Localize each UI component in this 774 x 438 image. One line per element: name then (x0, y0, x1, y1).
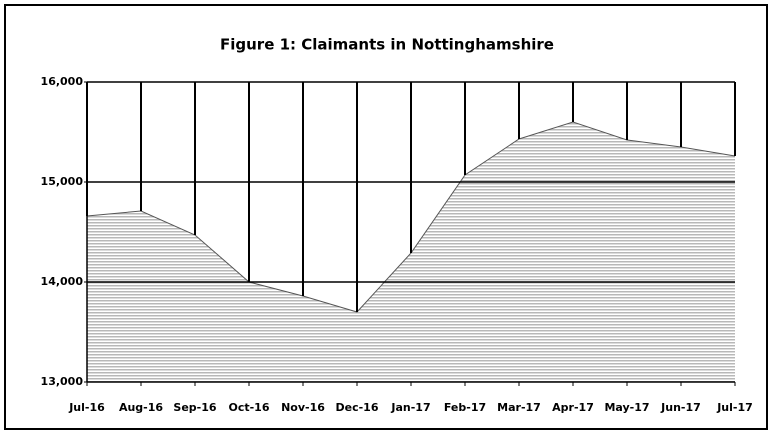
y-tick-label: 14,000 (41, 275, 84, 288)
x-tick-label: Feb-17 (444, 401, 486, 414)
x-tick-label: Apr-17 (552, 401, 594, 414)
x-tick-label: May-17 (604, 401, 649, 414)
x-tick-label: Jul-16 (68, 401, 105, 414)
x-tick-label: Jan-17 (390, 401, 430, 414)
area-fill (87, 122, 735, 382)
x-tick-label: Nov-16 (281, 401, 325, 414)
chart-title: Figure 1: Claimants in Nottinghamshire (220, 36, 554, 54)
x-tick-label: Sep-16 (173, 401, 216, 414)
x-tick-label: Oct-16 (228, 401, 269, 414)
x-tick-label: Jun-17 (660, 401, 701, 414)
x-tick-label: Dec-16 (336, 401, 379, 414)
y-tick-label: 13,000 (41, 375, 84, 388)
frame (4, 4, 768, 430)
x-tick-label: Jul-17 (716, 401, 753, 414)
y-tick-label: 15,000 (41, 175, 84, 188)
x-tick-label: Aug-16 (119, 401, 163, 414)
y-tick-label: 16,000 (41, 75, 84, 88)
x-tick-label: Mar-17 (497, 401, 541, 414)
